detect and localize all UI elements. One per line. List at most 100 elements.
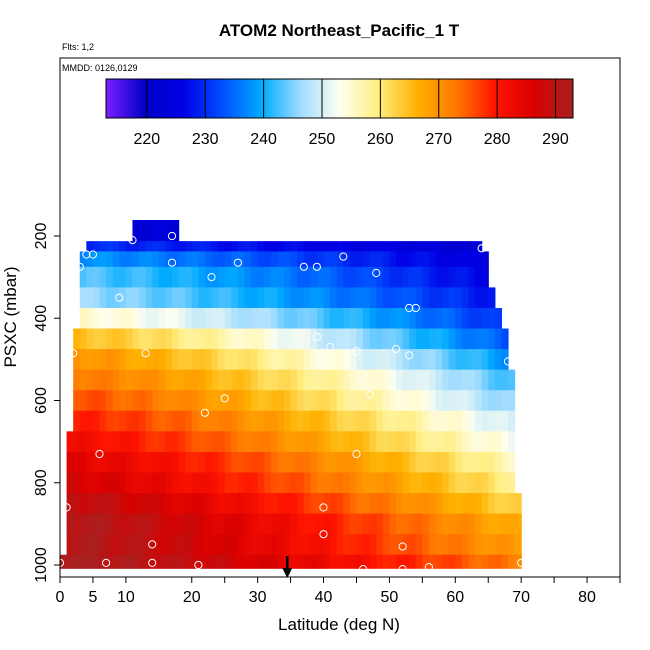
heatmap-cell — [422, 513, 430, 535]
heatmap-cell — [310, 410, 318, 432]
heatmap-cell — [106, 534, 114, 556]
heatmap-cell — [152, 328, 160, 350]
heatmap-cell — [481, 431, 489, 453]
colorbar-tick-label: 230 — [192, 131, 219, 148]
heatmap-cell — [165, 220, 173, 242]
heatmap-cell — [468, 390, 476, 412]
heatmap-cell — [290, 241, 298, 252]
heatmap-cell — [428, 241, 437, 252]
heatmap-cell — [363, 390, 371, 412]
heatmap-cell — [389, 534, 397, 556]
heatmap-cell — [244, 390, 252, 412]
heatmap-cell — [139, 328, 147, 350]
heatmap-cell — [376, 554, 384, 569]
heatmap-cell — [382, 287, 391, 309]
heatmap-cell — [165, 390, 173, 412]
heatmap-cell — [323, 349, 331, 371]
heatmap-cell — [481, 287, 489, 309]
heatmap-cell — [376, 251, 384, 268]
dates-note: MMDD: 0126,0129 — [62, 63, 138, 73]
heatmap-cell — [415, 241, 423, 252]
heatmap-cell — [237, 287, 246, 309]
heatmap-cell — [396, 369, 404, 391]
heatmap-cell — [172, 251, 180, 268]
heatmap-cell — [382, 328, 391, 350]
heatmap-cell — [145, 554, 153, 569]
heatmap-cell — [231, 431, 239, 453]
heatmap-cell — [198, 287, 206, 309]
heatmap-cell — [514, 493, 522, 515]
heatmap-cell — [494, 390, 503, 412]
heatmap-cell — [376, 287, 384, 309]
sample-point — [398, 542, 407, 551]
heatmap-cell — [172, 349, 180, 371]
heatmap-cell — [316, 554, 325, 569]
heatmap-cell — [461, 287, 470, 309]
heatmap-cell — [231, 307, 239, 330]
heatmap-cell — [211, 493, 219, 515]
heatmap-cell — [66, 554, 74, 569]
heatmap-cell — [99, 266, 107, 288]
heatmap-cell — [211, 472, 219, 494]
heatmap-cell — [178, 451, 186, 473]
marker-head — [282, 568, 293, 578]
heatmap-cell — [428, 349, 437, 371]
heatmap-cell — [455, 513, 463, 535]
heatmap-cell — [330, 328, 338, 350]
heatmap-cell — [422, 349, 430, 371]
heatmap-cell — [481, 493, 489, 515]
heatmap-cell — [349, 472, 358, 494]
heatmap-cell — [343, 431, 351, 453]
heatmap-cell — [409, 390, 417, 412]
heatmap-cell — [501, 554, 509, 569]
sample-point — [299, 262, 308, 271]
heatmap-cell — [165, 513, 173, 535]
heatmap-cell — [284, 410, 292, 432]
heatmap-cell — [382, 554, 391, 569]
heatmap-cell — [204, 554, 213, 569]
heatmap-cell — [481, 251, 489, 268]
heatmap-cell — [191, 410, 199, 432]
heatmap-cell — [409, 493, 417, 515]
sample-point — [95, 449, 104, 459]
heatmap-cell — [191, 307, 199, 330]
heatmap-cell — [152, 307, 160, 330]
heatmap-cell — [92, 513, 101, 535]
heatmap-cell — [409, 266, 417, 288]
heatmap-cell — [132, 369, 140, 391]
heatmap-cell — [125, 472, 134, 494]
heatmap-cell — [119, 472, 127, 494]
heatmap-cell — [92, 534, 101, 556]
heatmap-cell — [376, 410, 384, 432]
heatmap-cell — [409, 534, 417, 556]
heatmap-cell — [448, 451, 456, 473]
heatmap-cell — [145, 241, 153, 252]
heatmap-cell — [185, 534, 193, 556]
heatmap-cell — [99, 251, 107, 268]
heatmap-cell — [145, 390, 153, 412]
heatmap-cell — [106, 472, 114, 494]
heatmap-cell — [172, 287, 180, 309]
heatmap-cell — [139, 369, 147, 391]
heatmap-cell — [330, 451, 338, 473]
heatmap-cell — [204, 349, 213, 371]
heatmap-cell — [402, 390, 410, 412]
heatmap-cell — [231, 287, 239, 309]
heatmap-cell — [356, 328, 364, 350]
heatmap-cell — [488, 390, 496, 412]
heatmap-cell — [475, 328, 483, 350]
heatmap-cell — [158, 328, 167, 350]
heatmap-cell — [461, 493, 470, 515]
heatmap-cell — [251, 390, 259, 412]
heatmap-cell — [165, 472, 173, 494]
heatmap-cell — [165, 493, 173, 515]
heatmap-cell — [139, 534, 147, 556]
sample-point — [207, 273, 216, 282]
heatmap-cell — [356, 241, 364, 252]
heatmap-cell — [389, 287, 397, 309]
heatmap-cell — [185, 266, 193, 288]
heatmap-cell — [382, 410, 391, 432]
heatmap-cell — [125, 493, 134, 515]
colorbar-tick-label: 280 — [484, 131, 511, 148]
heatmap-cell — [191, 287, 199, 309]
